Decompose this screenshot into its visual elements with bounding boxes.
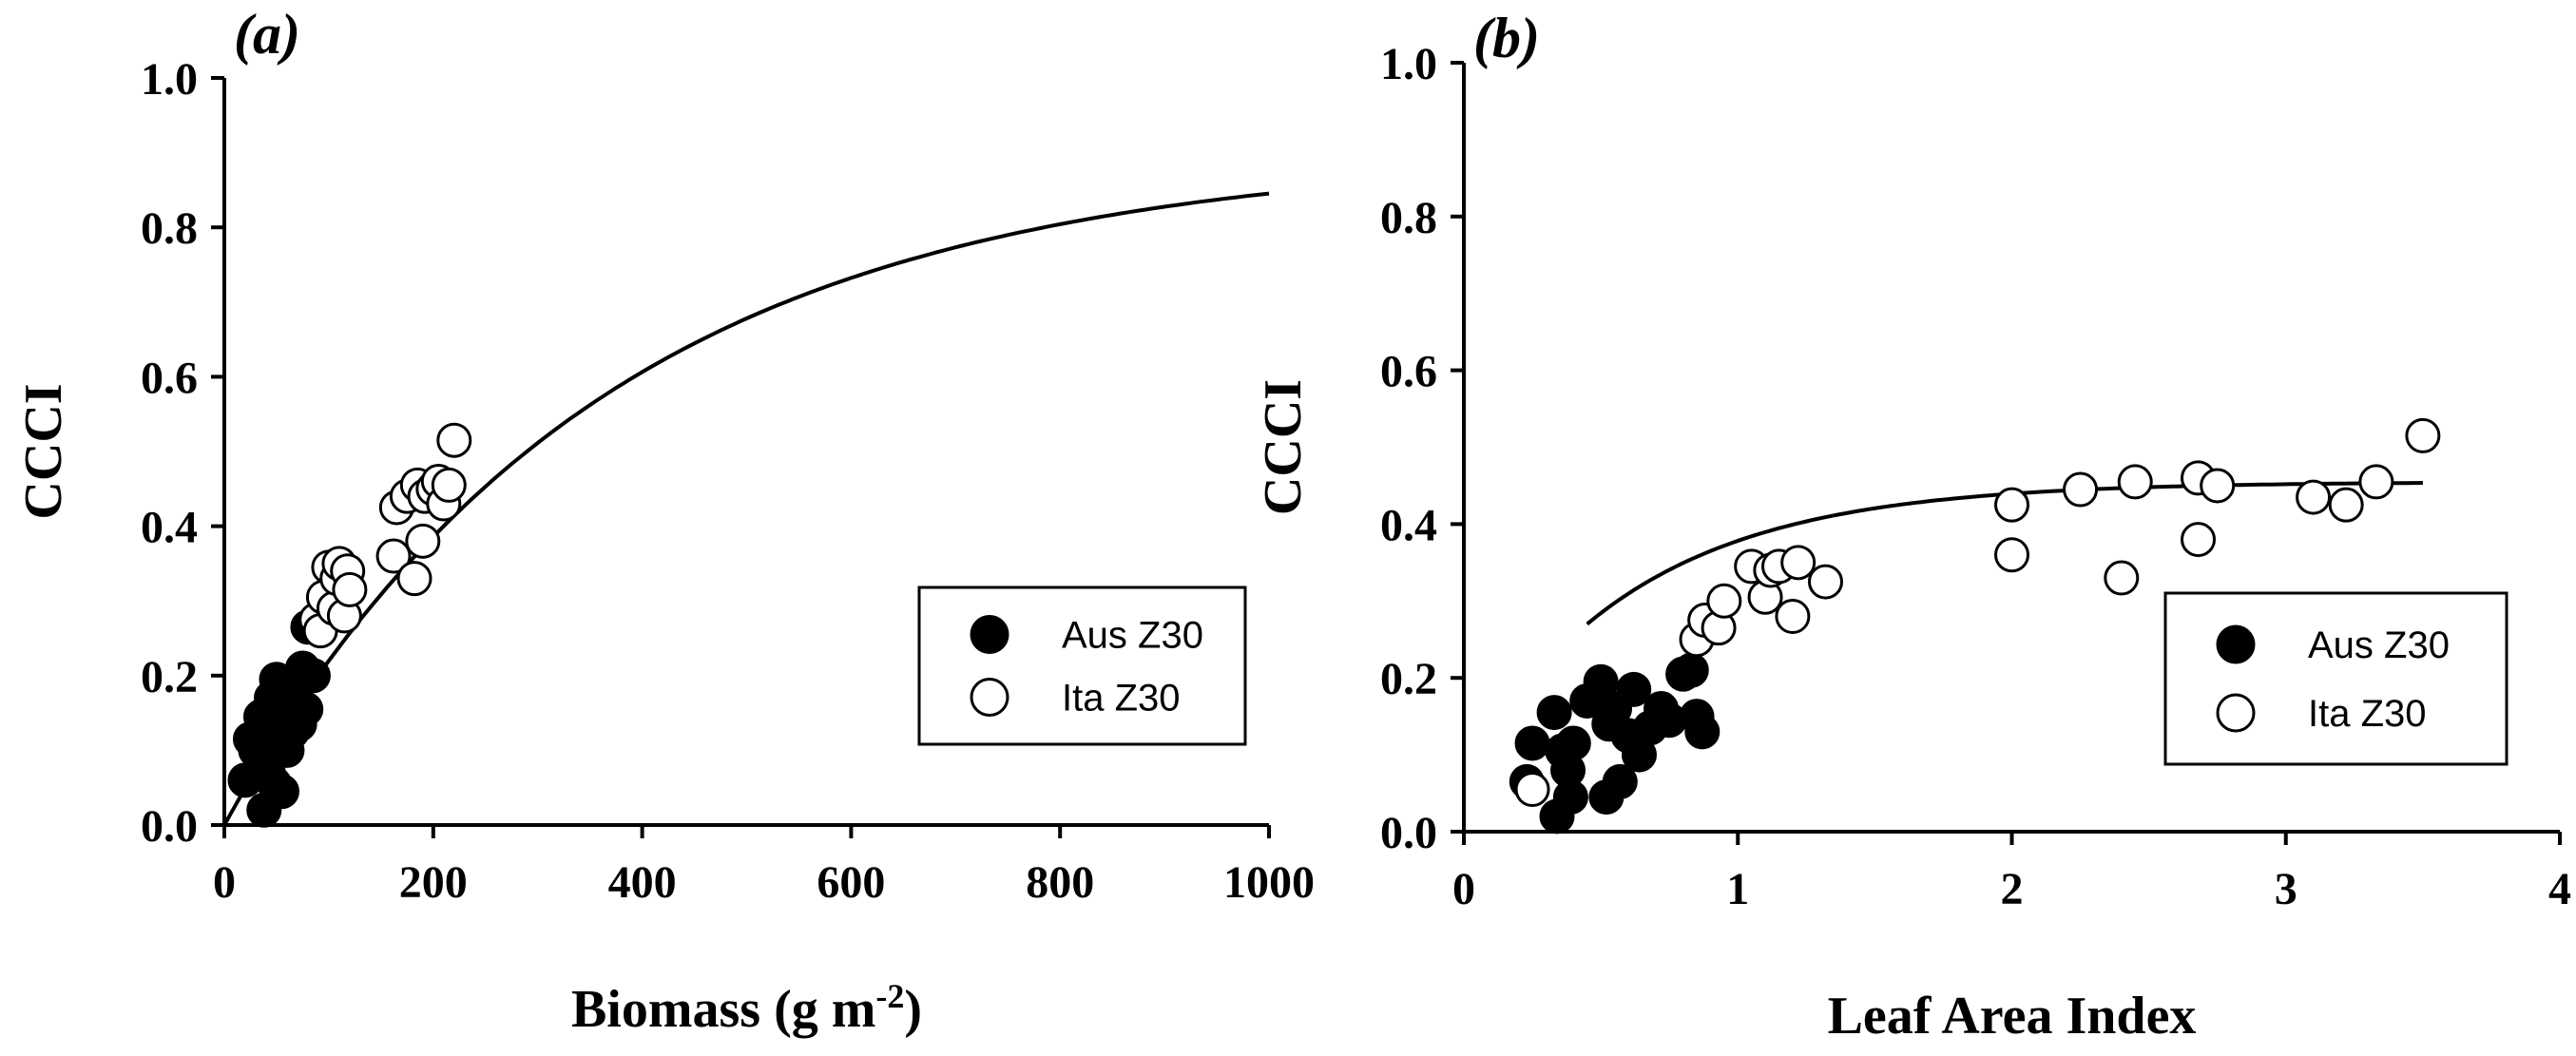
y-tick-label: 0.6 <box>1380 347 1437 397</box>
legend-marker-aus-z30 <box>970 615 1009 654</box>
aus-z30-point <box>1514 725 1550 761</box>
ita-z30-point <box>2063 471 2099 508</box>
legend-label: Ita Z30 <box>2308 693 2427 735</box>
x-tick-label: 800 <box>1026 857 1094 908</box>
aus-z30-point <box>1555 725 1591 761</box>
ita-z30-point <box>2104 560 2140 596</box>
ita-z30-point <box>396 561 433 597</box>
x-axis-title-main: Biomass (g m <box>571 980 875 1039</box>
aus-z30-point <box>263 774 299 810</box>
ita-z30-point <box>1775 598 1811 634</box>
legend-marker-aus-z30 <box>2216 624 2256 664</box>
x-axis-title-suffix: ) <box>904 980 922 1039</box>
x-axis-title: Leaf Area Index <box>1828 987 2197 1046</box>
ita-z30-point <box>2200 468 2236 504</box>
y-tick-label: 0.0 <box>1380 808 1437 858</box>
ita-z30-point <box>2296 479 2332 515</box>
y-tick-label: 1.0 <box>141 54 198 105</box>
x-tick-label: 0 <box>1452 864 1475 914</box>
x-tick-label: 400 <box>608 857 677 908</box>
y-tick-label: 0.0 <box>141 801 198 852</box>
legend-label: Aus Z30 <box>1062 615 1203 657</box>
aus-z30-point <box>1536 695 1572 731</box>
aus-z30-point <box>288 691 324 727</box>
x-axis-title: Biomass (g m-2) <box>571 977 922 1039</box>
x-tick-label: 4 <box>2548 864 2571 914</box>
ita-z30-point <box>1514 772 1550 808</box>
y-tick-label: 0.4 <box>1380 500 1437 550</box>
legend-label: Aus Z30 <box>2308 624 2450 666</box>
x-tick-label: 200 <box>399 857 468 908</box>
ita-z30-point <box>436 422 472 458</box>
aus-z30-point <box>1602 763 1638 799</box>
x-tick-label: 2 <box>2001 864 2024 914</box>
ita-z30-point <box>2181 522 2217 558</box>
legend: Aus Z30 Ita Z30 <box>917 586 1247 746</box>
y-tick-label: 0.8 <box>1380 193 1437 243</box>
x-axis-title-main: Leaf Area Index <box>1828 987 2197 1046</box>
ita-z30-point <box>1706 583 1742 619</box>
ita-z30-point <box>431 467 467 503</box>
legend-marker-ita-z30 <box>2216 693 2256 733</box>
x-tick-label: 1 <box>1726 864 1749 914</box>
ita-z30-point <box>405 523 441 559</box>
y-tick-label: 0.8 <box>141 203 198 254</box>
legend-label: Ita Z30 <box>1062 678 1181 720</box>
ita-z30-point <box>1994 487 2029 523</box>
aus-z30-point <box>1552 779 1588 816</box>
aus-z30-point <box>1684 714 1721 750</box>
legend: Aus Z30 Ita Z30 <box>2163 591 2509 766</box>
ita-z30-point <box>332 571 368 607</box>
x-axis-title-superscript: -2 <box>875 977 904 1015</box>
x-tick-label: 1000 <box>1223 857 1315 908</box>
legend-box <box>2163 591 2509 766</box>
y-tick-label: 0.2 <box>1380 654 1437 704</box>
aus-z30-point <box>1616 671 1652 707</box>
ita-z30-point <box>1994 537 2029 573</box>
y-tick-label: 0.2 <box>141 652 198 702</box>
ita-z30-point <box>2358 464 2394 500</box>
y-tick-label: 0.6 <box>141 353 198 403</box>
panel-label: (a) <box>234 3 300 66</box>
x-tick-label: 600 <box>817 857 885 908</box>
ita-z30-point <box>1807 564 1843 600</box>
y-tick-label: 1.0 <box>1380 39 1437 89</box>
legend-marker-ita-z30 <box>970 678 1009 717</box>
ita-z30-point <box>1780 545 1817 581</box>
aus-z30-point <box>1673 652 1709 688</box>
y-axis-title: CCCI <box>14 383 73 519</box>
panel-b-lai-chart: 0.0 0.2 0.4 0.6 0.8 1.0 0 1 2 3 4 (b) CCCI Leaf Area … <box>1254 7 2571 1046</box>
ita-z30-point <box>2405 417 2441 453</box>
ita-z30-point <box>375 538 412 574</box>
x-tick-label: 3 <box>2275 864 2297 914</box>
y-axis-title: CCCI <box>1254 379 1313 515</box>
x-tick-label: 0 <box>213 857 236 908</box>
legend-box <box>917 586 1247 746</box>
ita-z30-point <box>2328 487 2364 523</box>
panel-label: (b) <box>1473 7 1540 69</box>
y-tick-label: 0.4 <box>141 503 198 553</box>
aus-z30-point <box>295 658 331 694</box>
panel-a-biomass-chart: 0.0 0.2 0.4 0.6 0.8 1.0 0 200 400 600 800 1000 (a) CC… <box>14 3 1315 1039</box>
ita-z30-point <box>2117 464 2153 500</box>
